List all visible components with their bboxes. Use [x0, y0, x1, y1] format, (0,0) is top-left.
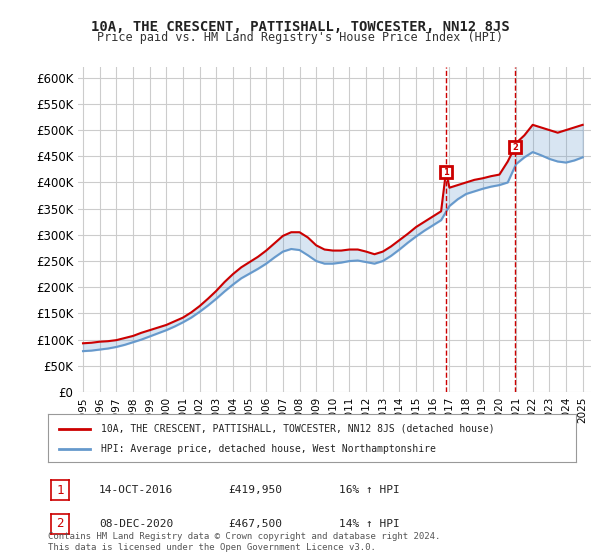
- Text: HPI: Average price, detached house, West Northamptonshire: HPI: Average price, detached house, West…: [101, 444, 436, 454]
- Text: 16% ↑ HPI: 16% ↑ HPI: [339, 485, 400, 495]
- Text: 08-DEC-2020: 08-DEC-2020: [99, 519, 173, 529]
- Text: 1: 1: [443, 167, 449, 176]
- Text: £467,500: £467,500: [228, 519, 282, 529]
- Text: 14% ↑ HPI: 14% ↑ HPI: [339, 519, 400, 529]
- Text: 10A, THE CRESCENT, PATTISHALL, TOWCESTER, NN12 8JS: 10A, THE CRESCENT, PATTISHALL, TOWCESTER…: [91, 20, 509, 34]
- Text: Price paid vs. HM Land Registry's House Price Index (HPI): Price paid vs. HM Land Registry's House …: [97, 31, 503, 44]
- Text: 2: 2: [512, 143, 518, 152]
- Text: 1: 1: [56, 484, 64, 497]
- Text: 10A, THE CRESCENT, PATTISHALL, TOWCESTER, NN12 8JS (detached house): 10A, THE CRESCENT, PATTISHALL, TOWCESTER…: [101, 424, 494, 433]
- Text: 14-OCT-2016: 14-OCT-2016: [99, 485, 173, 495]
- Text: Contains HM Land Registry data © Crown copyright and database right 2024.
This d: Contains HM Land Registry data © Crown c…: [48, 532, 440, 552]
- Text: £419,950: £419,950: [228, 485, 282, 495]
- Text: 2: 2: [56, 517, 64, 530]
